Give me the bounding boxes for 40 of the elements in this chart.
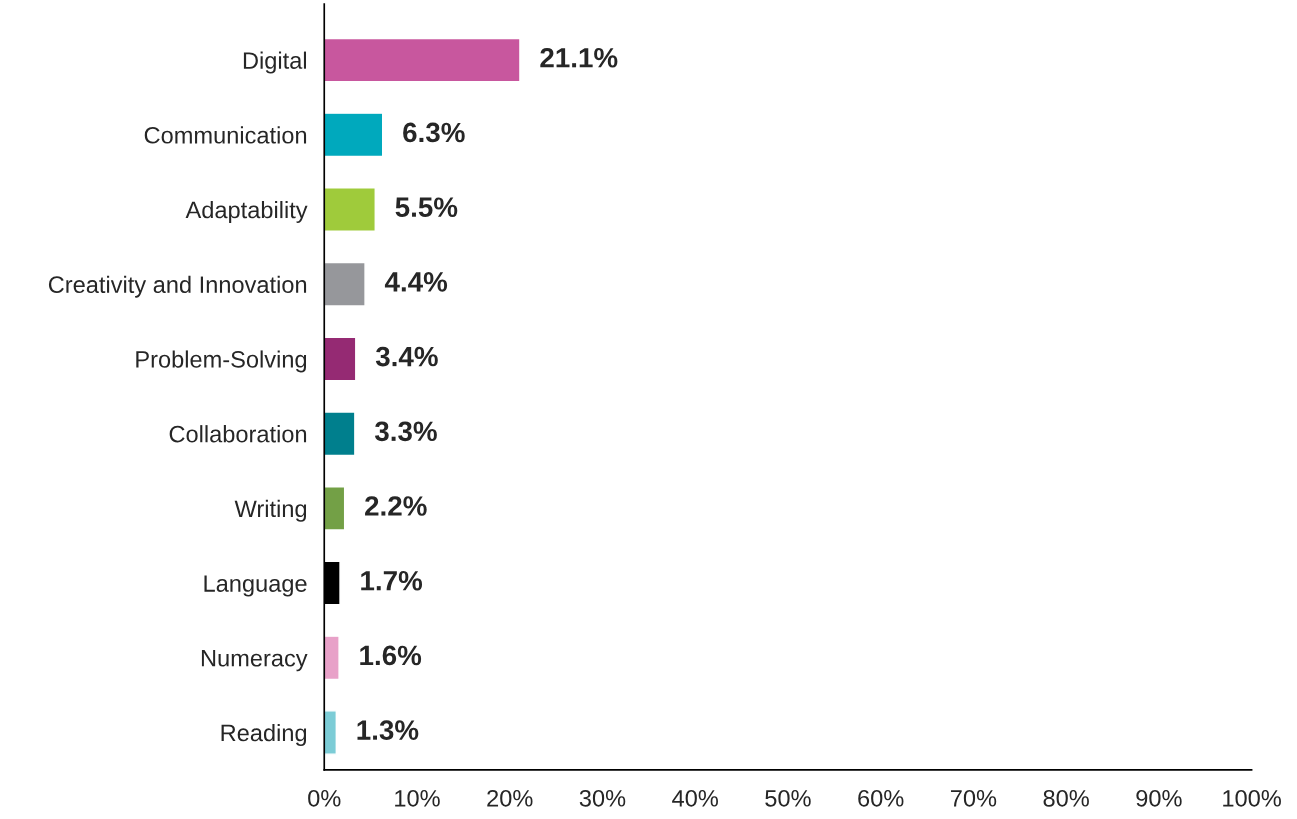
bar <box>324 710 338 755</box>
bar <box>324 37 521 83</box>
data-label: 4.4% <box>384 272 448 292</box>
data-label: 3.3% <box>374 421 437 442</box>
x-tick-label: 30% <box>579 789 626 807</box>
x-tick-label: 0% <box>308 789 341 807</box>
x-tick-label: 90% <box>1136 789 1182 807</box>
data-label: 21.1% <box>540 47 618 68</box>
x-tick-label: 60% <box>858 789 904 807</box>
data-label: 1.6% <box>360 645 422 666</box>
x-tick-label: 100% <box>1223 789 1281 807</box>
data-label: 1.3% <box>357 720 419 740</box>
x-tick-label: 20% <box>487 789 533 807</box>
data-label: 5.5% <box>395 197 458 217</box>
bar <box>324 411 356 457</box>
y-tick-label: Communication <box>144 126 307 144</box>
x-tick-label: 50% <box>765 789 811 807</box>
y-tick-label: Creativity and Innovation <box>48 275 307 298</box>
bar <box>324 112 384 158</box>
y-tick-label: Problem-Solving <box>136 350 307 373</box>
data-label: 2.2% <box>365 496 427 516</box>
y-tick-label: Adaptability <box>185 200 308 223</box>
bar <box>324 635 340 681</box>
bar <box>324 187 376 232</box>
y-tick-label: Writing <box>234 499 307 522</box>
y-tick-label: Collaboration <box>169 425 307 443</box>
bar <box>324 336 357 382</box>
bar <box>324 486 346 531</box>
y-tick-label: Language <box>204 575 307 597</box>
data-label: 3.4% <box>375 346 438 367</box>
y-tick-label: Digital <box>243 51 307 74</box>
y-tick-label: Numeracy <box>201 650 308 672</box>
bar <box>324 261 366 307</box>
y-tick-label: Reading <box>221 723 307 746</box>
data-label: 1.7% <box>361 570 423 591</box>
x-tick-label: 70% <box>950 789 997 807</box>
x-tick-label: 10% <box>395 789 440 807</box>
data-label: 6.3% <box>403 122 465 143</box>
x-tick-label: 40% <box>672 789 718 807</box>
x-tick-label: 80% <box>1043 789 1089 807</box>
